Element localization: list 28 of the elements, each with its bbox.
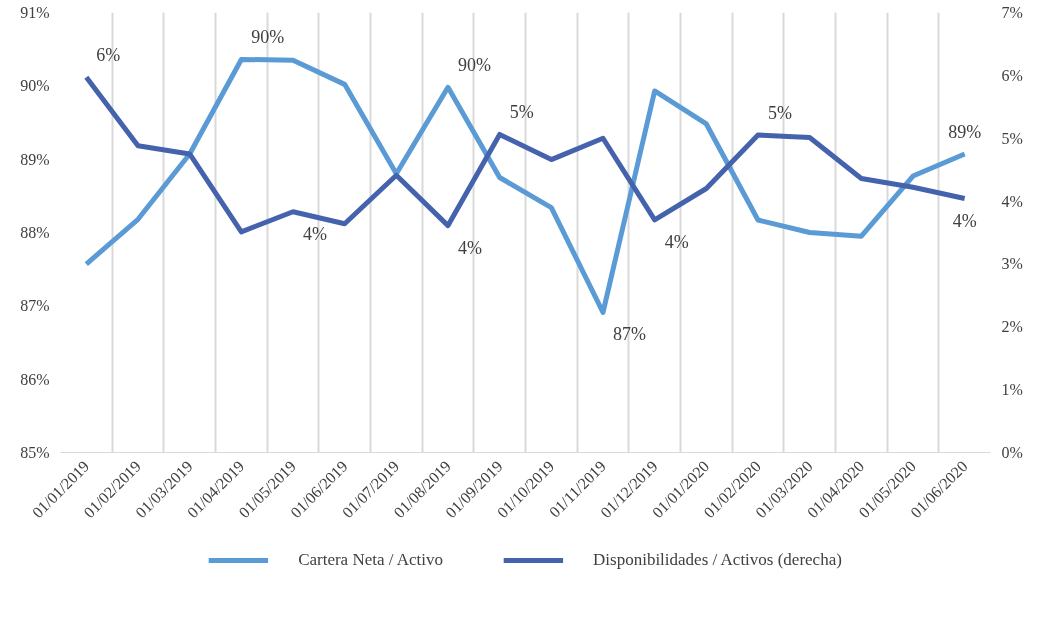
data-label: 4% <box>664 231 689 252</box>
legend-label: Disponibilidades / Activos (derecha) <box>593 550 842 570</box>
y2-tick-label: 2% <box>1001 318 1023 336</box>
y-tick-label: 89% <box>20 150 50 168</box>
y-tick-label: 86% <box>20 370 50 388</box>
y2-tick-label: 7% <box>1001 4 1023 21</box>
y-tick-label: 88% <box>20 224 50 241</box>
data-label: 89% <box>948 122 982 143</box>
y2-tick-label: 6% <box>1001 66 1023 84</box>
y-tick-label: 90% <box>20 77 50 95</box>
data-label: 5% <box>509 102 534 123</box>
data-label: 87% <box>613 324 646 345</box>
data-label: 4% <box>458 237 482 258</box>
data-label: 6% <box>96 45 121 66</box>
y-tick-label: 91% <box>20 4 50 21</box>
data-label: 90% <box>458 55 491 76</box>
y2-tick-label: 1% <box>1001 381 1023 399</box>
data-label: 5% <box>768 103 792 124</box>
y2-tick-label: 4% <box>1001 192 1023 210</box>
y-tick-label: 87% <box>20 297 50 315</box>
data-label: 4% <box>303 223 327 244</box>
y-tick-label: 85% <box>20 444 50 461</box>
data-label: 4% <box>952 210 977 231</box>
y2-tick-label: 5% <box>1001 129 1023 147</box>
y2-tick-label: 0% <box>1001 444 1023 461</box>
legend-label: Cartera Neta / Activo <box>298 550 444 570</box>
y2-tick-label: 3% <box>1001 255 1023 273</box>
data-label: 90% <box>251 27 285 48</box>
